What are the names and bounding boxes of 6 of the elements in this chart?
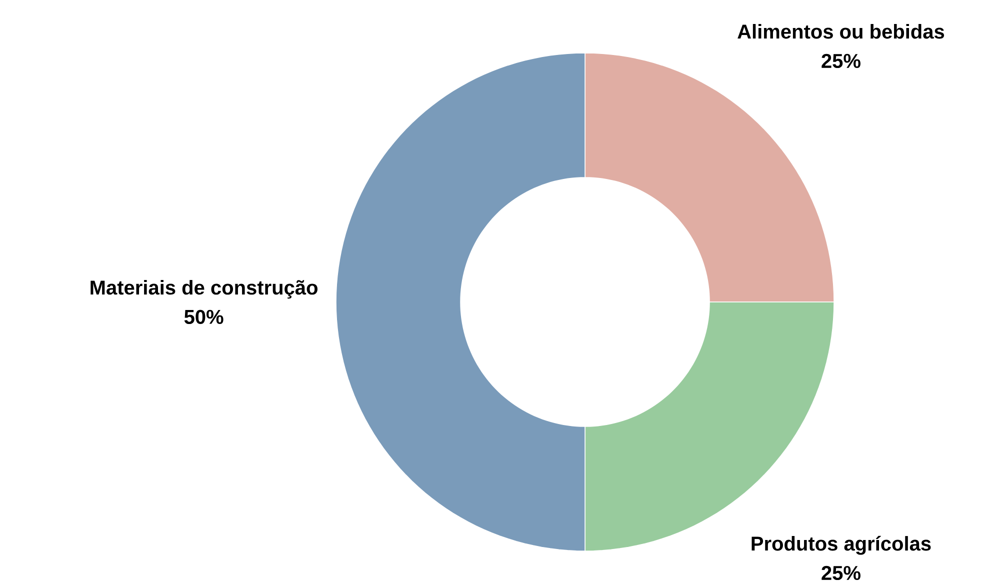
data-label: 25% — [822, 54, 860, 68]
data-label: 25% — [822, 566, 860, 580]
slice-label: Produtos agrícolas — [752, 536, 931, 555]
data-label: 50% — [184, 310, 224, 324]
slice-label: Alimentos ou bebidas — [738, 24, 944, 39]
slice-label: Materiais de construção — [90, 280, 318, 299]
